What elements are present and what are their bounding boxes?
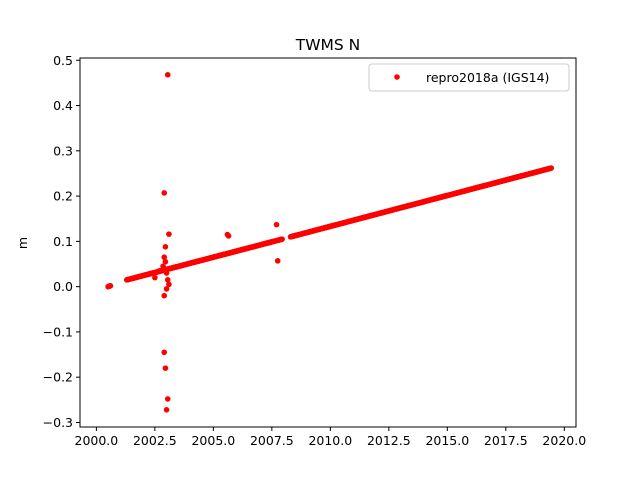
- legend-label: repro2018a (IGS14): [426, 70, 549, 85]
- y-tick-label: −0.3: [43, 415, 73, 430]
- x-tick-label: 2002.5: [133, 433, 177, 448]
- legend-marker: [394, 74, 400, 80]
- y-axis-label: m: [15, 237, 30, 249]
- legend-box: [368, 63, 570, 92]
- data-point: [161, 349, 168, 356]
- y-tick-label: 0.2: [53, 189, 73, 204]
- data-point: [164, 396, 171, 402]
- x-tick-label: 2007.5: [250, 433, 294, 448]
- y-tick-label: −0.2: [43, 370, 73, 385]
- data-point: [279, 236, 285, 242]
- y-tick-label: 0.0: [53, 279, 73, 294]
- data-point: [163, 407, 170, 413]
- chart-title: TWMS N: [295, 36, 361, 54]
- data-point: [107, 282, 114, 289]
- data-point: [163, 270, 170, 276]
- y-tick-label: 0.5: [53, 53, 73, 68]
- data-point: [225, 233, 232, 239]
- data-point: [273, 221, 280, 228]
- data-point: [161, 292, 168, 299]
- data-point: [164, 71, 171, 78]
- y-axis: −0.3 −0.2 −0.1 0.0 0.1 0.2 0.3 0.4 0.5: [43, 53, 80, 430]
- y-tick-label: −0.1: [43, 324, 73, 339]
- data-point: [161, 190, 168, 196]
- x-axis: 2000.0 2002.5 2005.0 2007.5 2010.0 2012.5 2015…: [75, 427, 586, 448]
- data-point: [166, 231, 172, 237]
- legend: repro2018a (IGS14): [368, 63, 570, 92]
- x-tick-label: 2005.0: [191, 433, 235, 448]
- data-point: [548, 165, 554, 171]
- plot-points: [105, 71, 554, 413]
- x-tick-label: 2020.0: [542, 433, 586, 448]
- data-point: [160, 263, 166, 270]
- x-tick-label: 2010.0: [308, 433, 352, 448]
- y-tick-label: 0.3: [53, 143, 73, 158]
- data-point: [156, 268, 163, 274]
- data-point: [162, 244, 169, 250]
- y-tick-label: 0.4: [53, 98, 73, 113]
- data-point: [166, 281, 172, 288]
- data-point: [164, 277, 171, 283]
- data-point: [161, 254, 168, 261]
- axes-frame: [79, 57, 577, 428]
- data-point: [162, 258, 169, 265]
- x-tick-label: 2000.0: [75, 433, 119, 448]
- data-point: [274, 258, 281, 264]
- data-point: [152, 274, 158, 281]
- x-tick-label: 2017.5: [484, 433, 528, 448]
- data-point: [162, 365, 169, 371]
- x-tick-label: 2012.5: [367, 433, 411, 448]
- data-point: [163, 286, 170, 292]
- x-tick-label: 2015.0: [425, 433, 469, 448]
- y-tick-label: 0.1: [53, 234, 73, 249]
